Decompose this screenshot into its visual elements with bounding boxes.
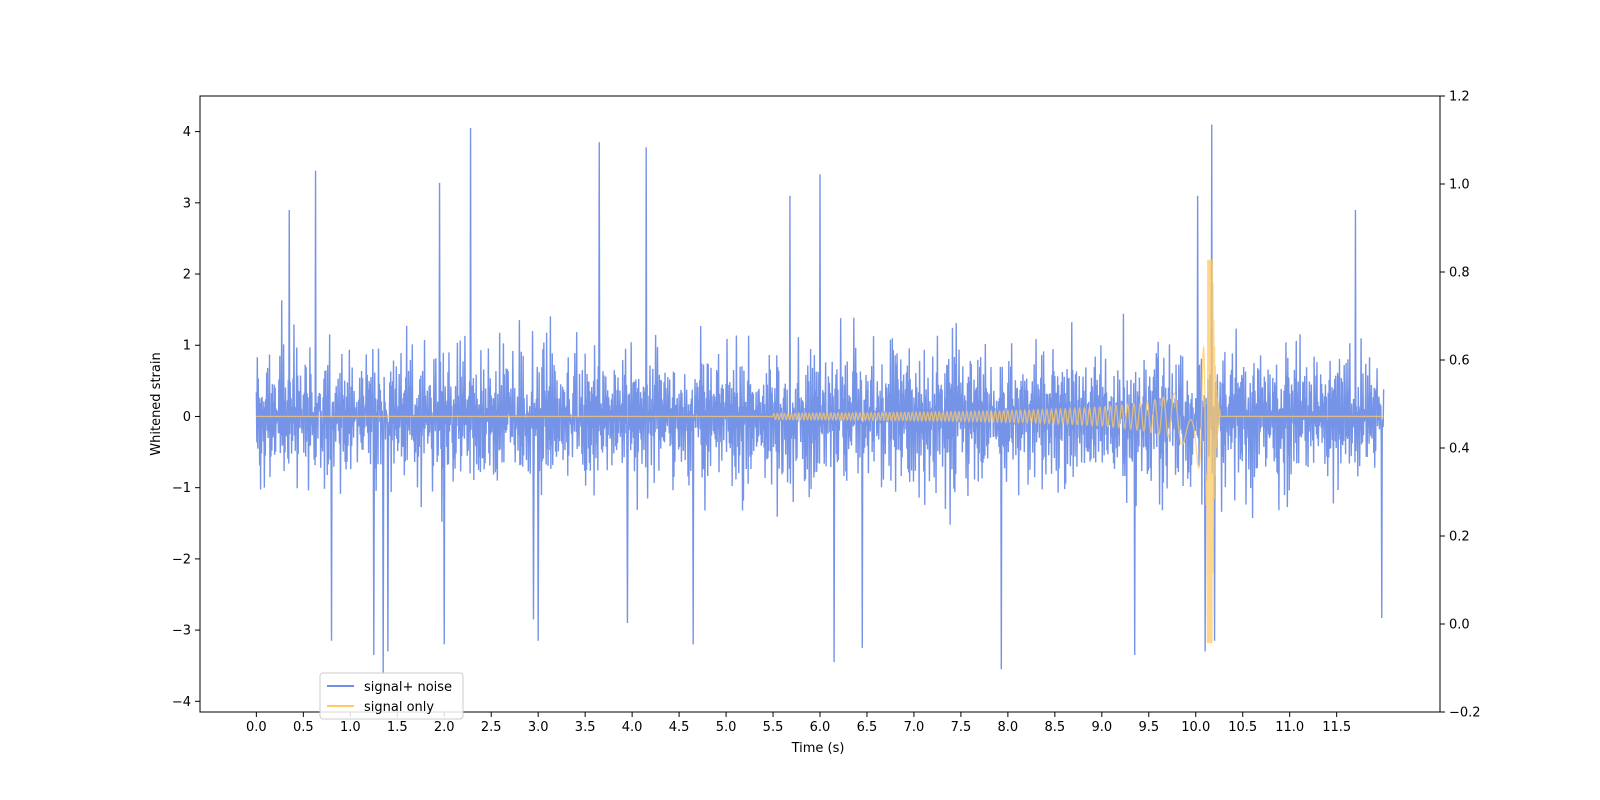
x-tick-label: 3.5 [575,720,596,735]
x-tick-label: 2.0 [434,720,455,735]
x-tick-label: 6.5 [857,720,878,735]
x-axis-label: Time (s) [791,741,845,756]
x-tick-label: 1.0 [340,720,361,735]
x-tick-label: 7.0 [904,720,925,735]
y-tick-label: 0 [183,410,191,425]
y-tick-label: −4 [172,695,191,710]
x-tick-label: 8.0 [998,720,1019,735]
x-tick-label: 4.0 [622,720,643,735]
y-tick-label: 3 [183,196,191,211]
y-tick-label: −2 [172,552,191,567]
x-tick-label: 3.0 [528,720,549,735]
y-axis-right: −0.2 0.0 0.2 0.4 0.6 0.8 1.0 1.2 [1440,90,1481,721]
x-tick-label: 10.0 [1181,720,1210,735]
legend-label-signal-only: signal only [364,700,434,715]
y-tick-label: −1 [172,481,191,496]
y-axis-label: Whitened strain [149,352,164,455]
x-tick-label: 9.5 [1138,720,1159,735]
y-tick-label: 2 [183,268,191,283]
legend-label-signal-noise: signal+ noise [364,680,452,695]
y2-tick-label: 1.0 [1449,178,1470,193]
x-tick-label: 9.0 [1091,720,1112,735]
x-tick-label: 2.5 [481,720,502,735]
y-axis-left: −4 −3 −2 −1 0 1 2 3 4 [172,125,200,710]
series-line-signal-only [256,259,1384,644]
y2-tick-label: 0.0 [1449,618,1470,633]
y2-tick-label: 0.4 [1449,442,1470,457]
legend-box [319,672,464,720]
y2-tick-label: 0.6 [1449,354,1470,369]
x-tick-label: 11.0 [1275,720,1304,735]
x-tick-label: 8.5 [1045,720,1066,735]
y2-tick-label: −0.2 [1449,706,1481,721]
x-tick-label: 1.5 [387,720,408,735]
y-tick-label: 1 [183,339,191,354]
x-tick-label: 4.5 [669,720,690,735]
x-tick-label: 0.5 [293,720,314,735]
y2-tick-label: 0.2 [1449,530,1470,545]
y-tick-label: 4 [183,125,191,140]
y2-tick-label: 0.8 [1449,266,1470,281]
y2-tick-label: 1.2 [1449,90,1470,105]
y-tick-label: −3 [172,624,191,639]
series-layer [255,124,1385,673]
x-tick-label: 7.5 [951,720,972,735]
x-tick-label: 10.5 [1228,720,1257,735]
x-tick-label: 11.5 [1322,720,1351,735]
x-tick-label: 5.0 [716,720,737,735]
series-line-signal-noise [255,124,1385,673]
legend: signal+ noise signal only [319,672,464,720]
x-tick-label: 0.0 [246,720,267,735]
x-tick-label: 6.0 [810,720,831,735]
x-tick-label: 5.5 [763,720,784,735]
x-axis: 0.0 0.5 1.0 1.5 2.0 2.5 3.0 3.5 4.0 4.5 5.0 5.5 6.0 6… [246,712,1351,735]
